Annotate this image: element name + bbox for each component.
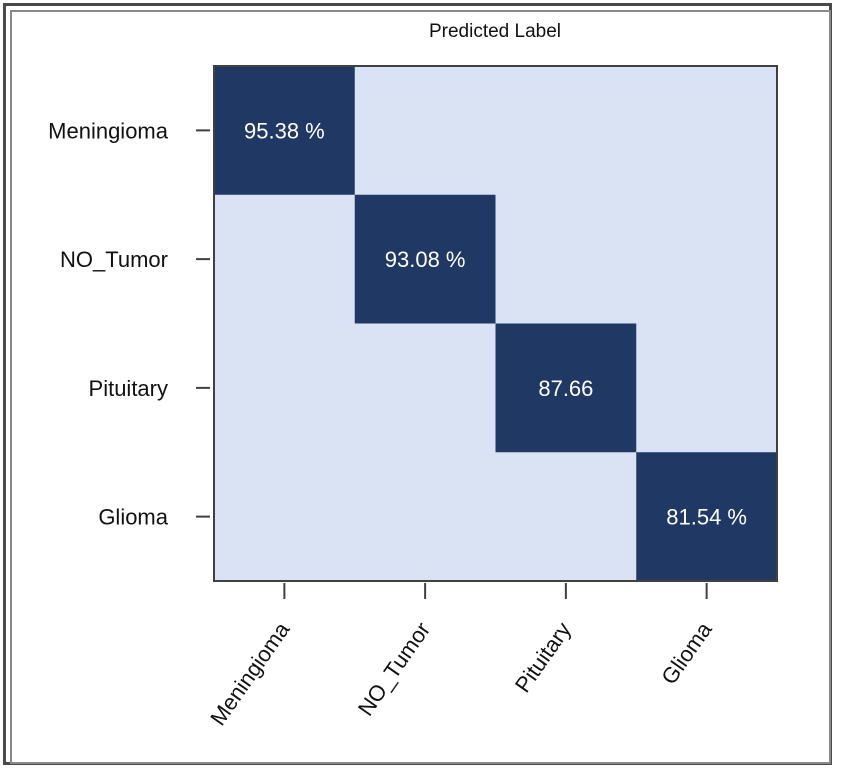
matrix-cells: 95.38 % 93.08 % 87.66 81.54 % bbox=[214, 66, 777, 581]
cell-value-label-3: 81.54 % bbox=[666, 505, 747, 530]
row-labels: Meningioma NO_Tumor Pituitary Glioma bbox=[48, 118, 169, 529]
cell-value-label-1: 93.08 % bbox=[385, 247, 466, 272]
axis-ticks bbox=[196, 129, 708, 599]
column-label-2: Pituitary bbox=[510, 618, 576, 697]
column-label-1: NO_Tumor bbox=[353, 618, 435, 721]
chart-title: Predicted Label bbox=[429, 21, 561, 42]
cell-value-label-2: 87.66 bbox=[538, 376, 593, 401]
matrix-border bbox=[213, 65, 778, 582]
row-label-3: Glioma bbox=[98, 505, 168, 530]
matrix-cell-0 bbox=[214, 66, 355, 195]
matrix-cell-2 bbox=[495, 323, 637, 453]
column-label-0: Meningioma bbox=[205, 617, 295, 730]
row-label-1: NO_Tumor bbox=[60, 247, 168, 272]
row-label-2: Pituitary bbox=[89, 376, 168, 401]
matrix-cell-3 bbox=[636, 452, 777, 581]
cell-value-label-0: 95.38 % bbox=[244, 118, 325, 143]
row-label-0: Meningioma bbox=[48, 118, 169, 143]
inner-frame bbox=[10, 10, 831, 764]
column-labels: Meningioma NO_Tumor Pituitary Glioma bbox=[205, 617, 717, 730]
matrix-cell-1 bbox=[354, 194, 496, 324]
column-label-3: Glioma bbox=[656, 617, 717, 689]
